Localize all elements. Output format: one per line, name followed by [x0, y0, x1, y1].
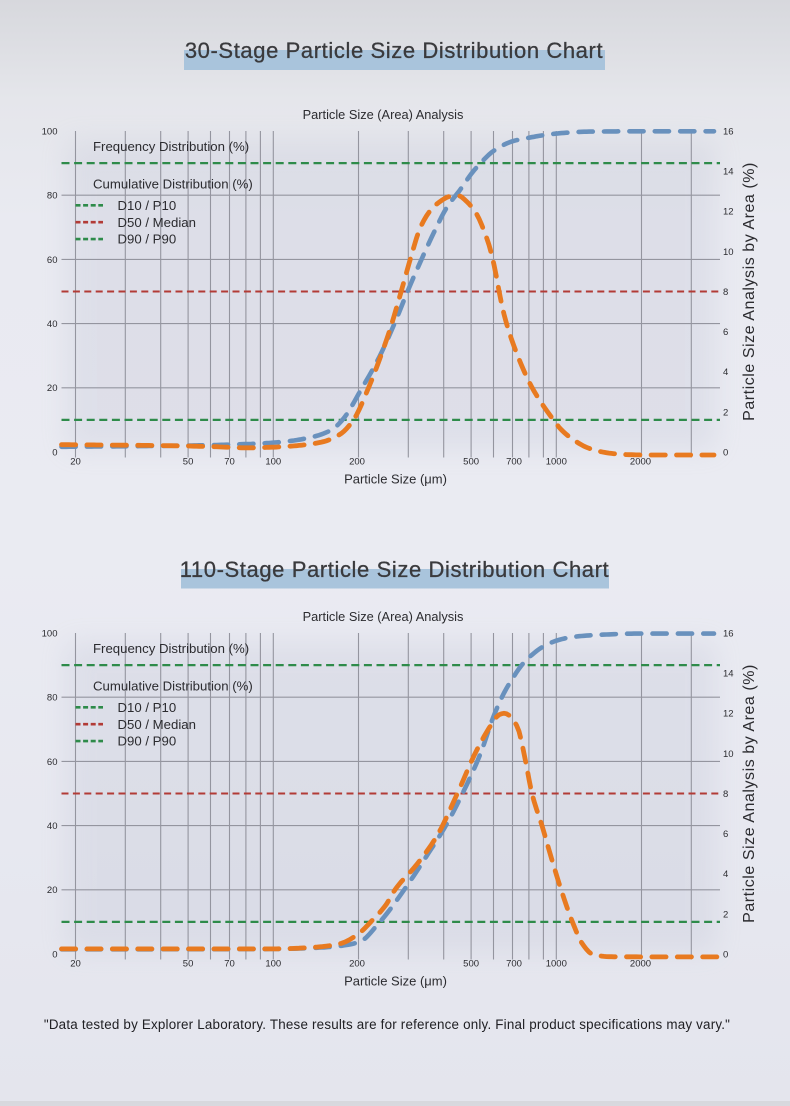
- svg-text:4: 4: [723, 869, 728, 880]
- svg-text:1000: 1000: [546, 959, 567, 970]
- svg-text:6: 6: [723, 829, 728, 840]
- svg-text:100: 100: [265, 457, 281, 468]
- svg-text:70: 70: [224, 457, 235, 468]
- svg-text:2000: 2000: [630, 457, 651, 468]
- svg-text:16: 16: [723, 126, 734, 137]
- svg-text:Cumulative Distribution (%): Cumulative Distribution (%): [93, 177, 253, 192]
- svg-text:0: 0: [723, 447, 728, 458]
- svg-text:500: 500: [463, 959, 479, 970]
- svg-text:Particle Size (μm): Particle Size (μm): [344, 472, 447, 487]
- svg-text:8: 8: [723, 789, 728, 800]
- svg-text:100: 100: [42, 126, 58, 137]
- svg-text:2: 2: [723, 909, 728, 920]
- svg-text:1000: 1000: [546, 457, 567, 468]
- svg-text:Particle Size Analysis by Area: Particle Size Analysis by Area (%): [741, 162, 758, 421]
- svg-text:60: 60: [47, 255, 58, 266]
- svg-text:20: 20: [70, 959, 81, 970]
- svg-text:Frequency Distribution (%): Frequency Distribution (%): [93, 139, 249, 154]
- svg-text:12: 12: [723, 709, 734, 720]
- svg-text:D90 / P90: D90 / P90: [118, 734, 177, 749]
- svg-text:100: 100: [42, 628, 58, 639]
- svg-text:700: 700: [506, 959, 522, 970]
- svg-text:D50 / Median: D50 / Median: [118, 717, 196, 732]
- svg-text:100: 100: [265, 959, 281, 970]
- svg-text:14: 14: [723, 669, 734, 680]
- svg-text:700: 700: [506, 457, 522, 468]
- svg-text:110-Stage Particle Size Distri: 110-Stage Particle Size Distribution Cha…: [180, 557, 610, 582]
- svg-text:2000: 2000: [630, 959, 651, 970]
- svg-text:8: 8: [723, 287, 728, 298]
- svg-text:0: 0: [723, 949, 728, 960]
- svg-text:80: 80: [47, 191, 58, 202]
- svg-text:"Data tested by Explorer Labor: "Data tested by Explorer Laboratory. The…: [44, 1017, 730, 1032]
- svg-text:500: 500: [463, 457, 479, 468]
- svg-text:D10 / P10: D10 / P10: [118, 198, 177, 213]
- svg-text:0: 0: [52, 949, 57, 960]
- svg-text:50: 50: [183, 457, 194, 468]
- svg-text:10: 10: [723, 749, 734, 760]
- svg-text:16: 16: [723, 628, 734, 639]
- svg-text:20: 20: [47, 885, 58, 896]
- svg-text:2: 2: [723, 407, 728, 418]
- svg-text:20: 20: [47, 383, 58, 394]
- svg-text:80: 80: [47, 693, 58, 704]
- svg-text:Particle Size (μm): Particle Size (μm): [344, 974, 447, 989]
- svg-text:D50 / Median: D50 / Median: [118, 215, 196, 230]
- svg-text:4: 4: [723, 367, 728, 378]
- svg-text:40: 40: [47, 821, 58, 832]
- svg-text:Particle Size (Area) Analysis: Particle Size (Area) Analysis: [303, 107, 464, 122]
- svg-text:6: 6: [723, 327, 728, 338]
- svg-text:200: 200: [349, 959, 365, 970]
- svg-text:Particle Size (Area) Analysis: Particle Size (Area) Analysis: [303, 609, 464, 624]
- svg-text:70: 70: [224, 959, 235, 970]
- svg-text:D90 / P90: D90 / P90: [118, 232, 177, 247]
- svg-text:12: 12: [723, 207, 734, 218]
- svg-text:40: 40: [47, 319, 58, 330]
- svg-text:0: 0: [52, 447, 57, 458]
- svg-text:14: 14: [723, 167, 734, 178]
- svg-text:Cumulative Distribution (%): Cumulative Distribution (%): [93, 679, 253, 694]
- svg-text:200: 200: [349, 457, 365, 468]
- svg-text:30-Stage Particle Size Distrib: 30-Stage Particle Size Distribution Char…: [185, 38, 603, 63]
- svg-text:D10 / P10: D10 / P10: [118, 700, 177, 715]
- svg-text:10: 10: [723, 247, 734, 258]
- svg-text:Frequency Distribution (%): Frequency Distribution (%): [93, 641, 249, 656]
- svg-text:50: 50: [183, 959, 194, 970]
- svg-text:20: 20: [70, 457, 81, 468]
- svg-text:60: 60: [47, 757, 58, 768]
- svg-text:Particle Size Analysis by Area: Particle Size Analysis by Area (%): [741, 664, 758, 923]
